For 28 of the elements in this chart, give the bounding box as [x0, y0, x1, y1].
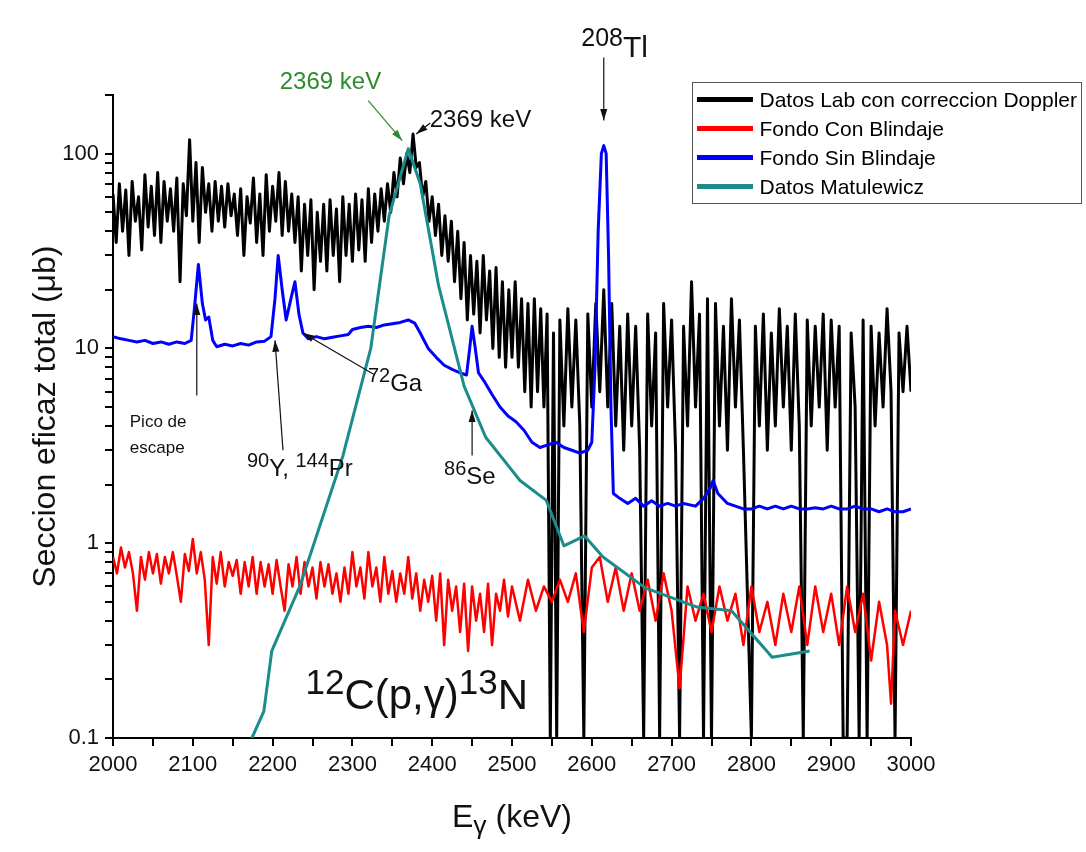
- x-axis-title: E$_{γ}$ (keV): [452, 798, 573, 841]
- x-tick-label: 2700: [647, 751, 697, 777]
- x-tick-label: 3000: [886, 751, 936, 777]
- x-tick-label: 2800: [726, 751, 776, 777]
- legend-label: Fondo Sin Blindaje: [759, 145, 936, 170]
- annotation: $^{12}$C(p,γ)$^{13}$N: [305, 661, 529, 718]
- y-tick-label: 10: [74, 334, 99, 360]
- legend-label: Fondo Con Blindaje: [759, 116, 944, 141]
- legend-label: Datos Lab con correccion Doppler: [759, 87, 1077, 112]
- x-tick-label: 2000: [88, 751, 138, 777]
- x-tick-label: 2200: [248, 751, 298, 777]
- annotation: $^{208}$Tl: [581, 23, 648, 64]
- y-tick-label: 1: [86, 529, 99, 555]
- y-tick-label: 0.1: [68, 724, 99, 750]
- y-tick-label: 100: [62, 139, 99, 165]
- x-tick-label: 2900: [806, 751, 856, 777]
- x-tick-label: 2400: [407, 751, 457, 777]
- annotation: 2369 keV: [429, 105, 532, 133]
- legend-label: Datos Matulewicz: [759, 174, 925, 199]
- x-tick-label: 2100: [168, 751, 218, 777]
- x-tick-label: 2600: [567, 751, 617, 777]
- x-tick-label: 2500: [487, 751, 537, 777]
- y-axis-title: Seccion eficaz total (μb): [26, 245, 63, 588]
- annotation: $^{86}$Se: [444, 456, 496, 489]
- annotation: $^{72}$Ga: [367, 364, 423, 397]
- x-tick-label: 2300: [327, 751, 377, 777]
- annotation: 2369 keV: [279, 66, 382, 95]
- annotation: Pico de escape: [129, 411, 188, 459]
